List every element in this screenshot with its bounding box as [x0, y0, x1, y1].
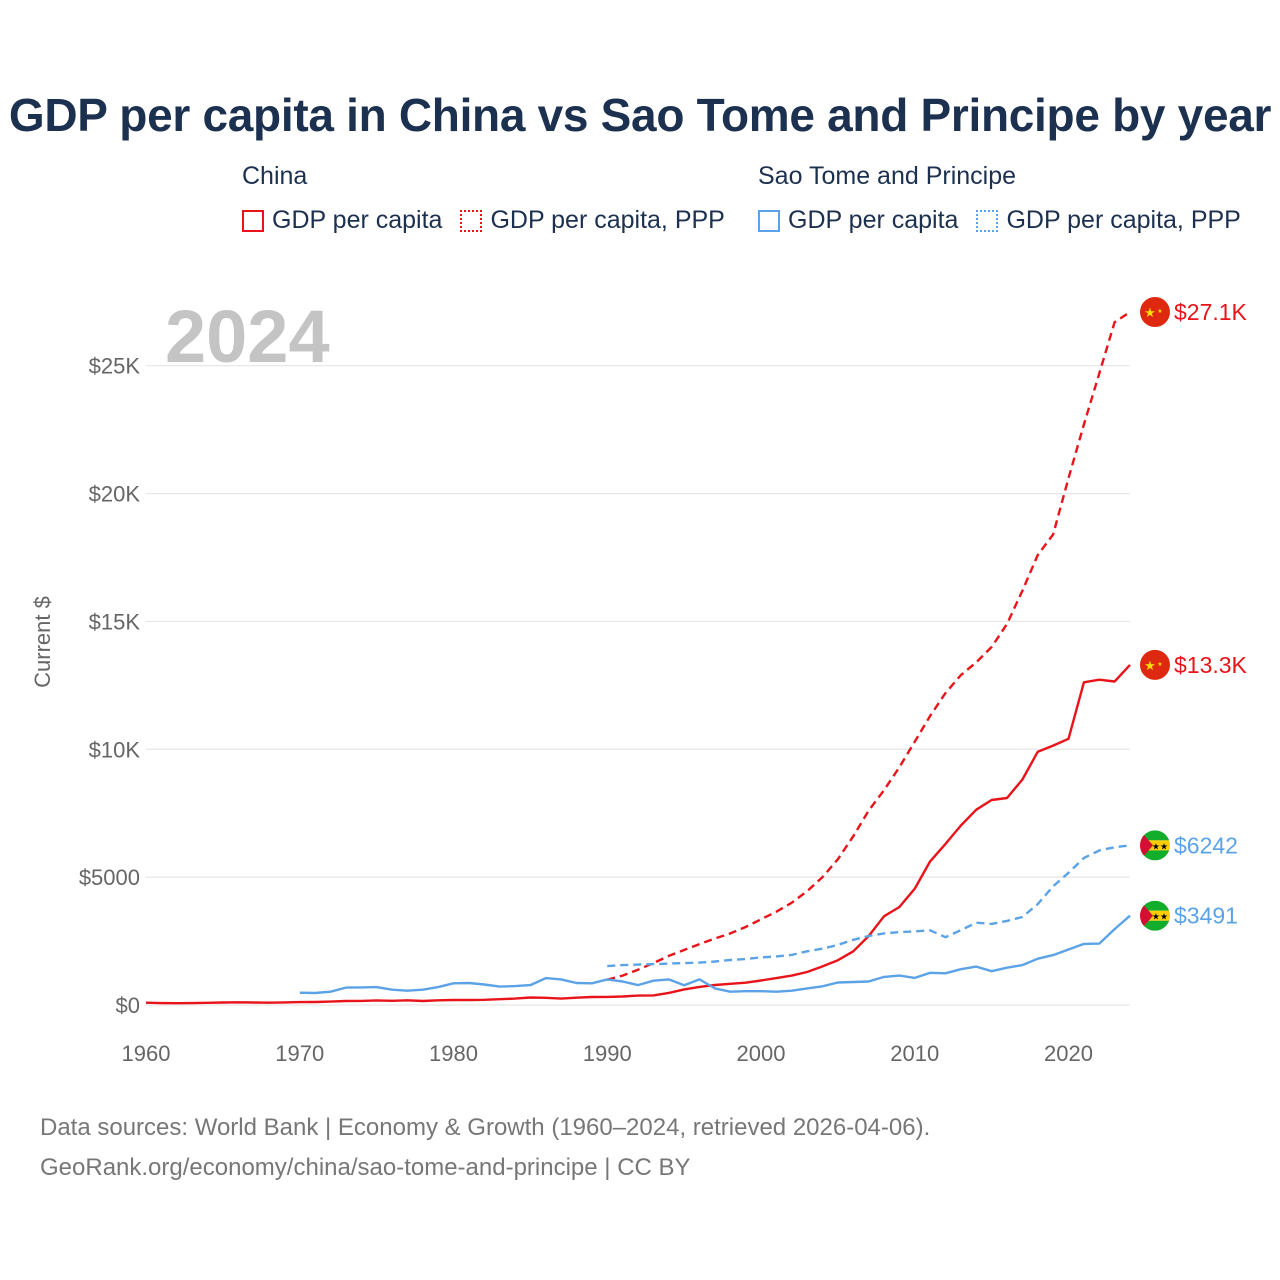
- x-tick-label: 1960: [122, 1041, 171, 1066]
- year-watermark: 2024: [165, 295, 330, 378]
- y-axis-ticks: $0 $5000 $10K $15K $20K $25K: [79, 354, 141, 1018]
- svg-text:★★: ★★: [1152, 841, 1168, 851]
- sao-tome-flag-icon: ★★: [1140, 830, 1170, 861]
- source-url-text[interactable]: GeoRank.org/economy/china/sao-tome-and-p…: [40, 1154, 691, 1181]
- y-tick-label: $0: [116, 993, 140, 1018]
- end-value-label: $13.3K: [1174, 652, 1248, 678]
- legend-swatch-solid: [242, 209, 264, 232]
- legend-group-title: Sao Tome and Principe: [758, 162, 1017, 190]
- flag-small-star-icon: ★: [1157, 308, 1162, 315]
- legend-item-stp-gdp[interactable]: GDP per capita: [758, 206, 958, 235]
- svg-text:★★: ★★: [1152, 912, 1168, 922]
- x-tick-label: 1970: [275, 1041, 324, 1066]
- flag-star-icon: ★: [1144, 305, 1156, 320]
- y-tick-label: $15K: [89, 609, 141, 634]
- sao-tome-flag-icon: ★★: [1140, 900, 1170, 931]
- legend-item-label: GDP per capita, PPP: [1006, 206, 1241, 234]
- series-line-2[interactable]: [606, 310, 1131, 981]
- legend-group-sao-tome: Sao Tome and Principe GDP per capita GDP…: [758, 162, 1241, 235]
- x-tick-label: 1980: [429, 1041, 478, 1066]
- legend-item-stp-gdp-ppp[interactable]: GDP per capita, PPP: [976, 206, 1241, 235]
- series-line-3[interactable]: [299, 914, 1131, 995]
- y-tick-label: $10K: [89, 737, 141, 762]
- series-lines: [145, 310, 1131, 1005]
- x-axis-ticks: 1960 1970 1980 1990 2000 2010 2020: [122, 1041, 1093, 1066]
- series-line-4[interactable]: [607, 844, 1131, 968]
- end-value-label: $3491: [1174, 903, 1238, 929]
- x-tick-label: 2010: [890, 1041, 939, 1066]
- footer: Data sources: World Bank | Economy & Gro…: [40, 1108, 930, 1188]
- china-flag-icon: [1140, 297, 1170, 327]
- end-marker: ★★: [1140, 830, 1170, 861]
- series-line-1[interactable]: [145, 664, 1131, 1005]
- end-marker: ★★: [1140, 900, 1170, 931]
- y-axis-label: Current $: [30, 596, 55, 688]
- legend-group-china: China GDP per capita GDP per capita, PPP: [242, 162, 725, 235]
- end-value-label: $27.1K: [1174, 299, 1248, 325]
- grid-lines: [146, 365, 1130, 1006]
- end-labels: ★ ★ $13.3K★ ★ $27.1K★★ $3491★★ $6242: [1140, 297, 1248, 931]
- y-tick-label: $20K: [89, 482, 141, 507]
- legend-item-china-gdp[interactable]: GDP per capita: [242, 206, 442, 235]
- x-tick-label: 2020: [1044, 1041, 1093, 1066]
- x-tick-label: 1990: [583, 1041, 632, 1066]
- end-value-label: $6242: [1174, 832, 1238, 858]
- flag-small-star-icon: ★: [1157, 661, 1162, 668]
- legend-swatch-solid: [758, 209, 780, 232]
- end-marker: ★★: [1140, 649, 1170, 680]
- x-tick-label: 2000: [737, 1041, 786, 1066]
- legend-group-title: China: [242, 162, 308, 190]
- end-marker: ★★: [1140, 297, 1170, 327]
- legend-swatch-dashed: [460, 209, 483, 232]
- legend-item-label: GDP per capita: [788, 206, 959, 234]
- y-tick-label: $5000: [79, 865, 140, 890]
- legend-item-china-gdp-ppp[interactable]: GDP per capita, PPP: [460, 206, 725, 235]
- flag-star-icon: ★: [1144, 658, 1156, 673]
- legend-item-label: GDP per capita: [272, 206, 443, 234]
- legend-item-label: GDP per capita, PPP: [490, 206, 725, 234]
- china-flag-icon: [1140, 649, 1170, 680]
- y-tick-label: $25K: [89, 354, 141, 379]
- chart-title: GDP per capita in China vs Sao Tome and …: [8, 89, 1272, 141]
- legend-swatch-dashed: [976, 209, 999, 232]
- data-source-text: Data sources: World Bank | Economy & Gro…: [40, 1114, 931, 1141]
